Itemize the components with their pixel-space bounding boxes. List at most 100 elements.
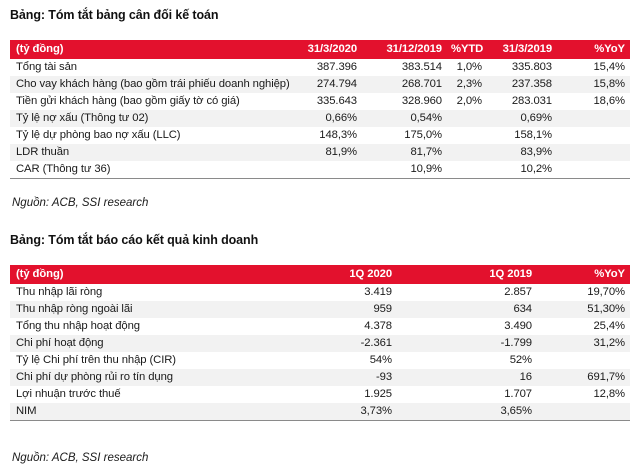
row-value: 81,7%	[362, 144, 447, 161]
row-label: Tỷ lệ nợ xấu (Thông tư 02)	[10, 110, 292, 127]
row-value	[447, 161, 487, 179]
row-value: 335.803	[511, 61, 552, 73]
row-value: 268.701	[362, 76, 447, 93]
column-header-ytd: %YTD	[447, 40, 487, 59]
row-value: 175,0%	[404, 129, 442, 141]
row-value: 148,3%	[319, 129, 357, 141]
row-value: 31,2%	[537, 335, 630, 352]
row-value: 2.857	[504, 286, 532, 298]
row-value: 2,0%	[456, 95, 482, 107]
row-value	[537, 352, 630, 369]
row-value: 158,1%	[514, 129, 552, 141]
table-row: Thu nhập lãi ròng 3.419 2.857 19,70%	[10, 284, 630, 301]
row-value: -2.361	[272, 335, 397, 352]
row-label: LDR thuần	[10, 144, 292, 161]
row-label: CAR (Thông tư 36)	[16, 163, 111, 175]
row-value: 237.358	[487, 76, 557, 93]
column-header-unit: (tỷ đồng)	[10, 40, 292, 59]
column-header-1q-2020: 1Q 2020	[272, 265, 397, 284]
table-row: Tỷ lệ Chi phí trên thu nhập (CIR) 54% 52…	[10, 352, 630, 369]
balance-sheet-table: (tỷ đồng) 31/3/2020 31/12/2019 %YTD 31/3…	[10, 40, 630, 179]
income-statement-header-row: (tỷ đồng) 1Q 2020 1Q 2019 %YoY	[10, 265, 630, 284]
row-value: 335.643	[316, 95, 357, 107]
table-row: Tiền gửi khách hàng (bao gồm giấy tờ có …	[10, 93, 630, 110]
row-value: 10,2%	[520, 163, 552, 175]
table-row: NIM 3,73% 3,65%	[10, 403, 630, 421]
row-value	[447, 127, 487, 144]
row-value: 328.960	[401, 95, 442, 107]
row-value: 19,70%	[587, 286, 625, 298]
row-value: 54%	[369, 354, 392, 366]
row-label: Lợi nhuận trước thuế	[16, 388, 121, 400]
row-value	[557, 144, 630, 161]
income-statement-source: Nguồn: ACB, SSI research	[12, 452, 149, 464]
balance-sheet-header-row: (tỷ đồng) 31/3/2020 31/12/2019 %YTD 31/3…	[10, 40, 630, 59]
row-label: Thu nhập ròng ngoài lãi	[10, 301, 272, 318]
column-header-yoy: %YoY	[537, 265, 630, 284]
table-row: Tỷ lệ dự phòng bao nợ xấu (LLC) 148,3% 1…	[10, 127, 630, 144]
row-value: 1.925	[364, 388, 392, 400]
row-value: -93	[272, 369, 397, 386]
row-value: 691,7%	[537, 369, 630, 386]
row-value: 15,8%	[557, 76, 630, 93]
row-label: Tổng tài sản	[16, 61, 77, 73]
row-label: Chi phí dự phòng rủi ro tín dụng	[10, 369, 272, 386]
row-value	[447, 144, 487, 161]
row-value: -1.799	[397, 335, 537, 352]
column-header-31-12-2019: 31/12/2019	[362, 40, 447, 59]
table-row: Chi phí dự phòng rủi ro tín dụng -93 16 …	[10, 369, 630, 386]
row-value: 1,0%	[456, 61, 482, 73]
row-label: Tỷ lệ dự phòng bao nợ xấu (LLC)	[16, 129, 181, 141]
row-value	[557, 161, 630, 179]
row-value: 25,4%	[593, 320, 625, 332]
row-value: 387.396	[316, 61, 357, 73]
row-value: 274.794	[292, 76, 362, 93]
row-value: 51,30%	[537, 301, 630, 318]
column-header-31-3-2020: 31/3/2020	[292, 40, 362, 59]
table-row: CAR (Thông tư 36) 10,9% 10,2%	[10, 161, 630, 179]
income-statement-table: (tỷ đồng) 1Q 2020 1Q 2019 %YoY Thu nhập …	[10, 265, 630, 421]
row-value: 3,73%	[272, 403, 397, 421]
row-value	[447, 110, 487, 127]
row-value	[537, 403, 630, 421]
table-row: LDR thuần 81,9% 81,7% 83,9%	[10, 144, 630, 161]
row-value: 16	[397, 369, 537, 386]
row-value: 10,9%	[410, 163, 442, 175]
column-header-unit: (tỷ đồng)	[10, 265, 272, 284]
row-value: 3.490	[504, 320, 532, 332]
balance-sheet-body: Tổng tài sản 387.396 383.514 1,0% 335.80…	[10, 59, 630, 179]
balance-sheet-source: Nguồn: ACB, SSI research	[12, 197, 149, 209]
row-value: 0,69%	[487, 110, 557, 127]
row-value: 383.514	[401, 61, 442, 73]
row-value	[292, 161, 362, 179]
row-label: Chi phí hoạt động	[10, 335, 272, 352]
column-header-1q-2019: 1Q 2019	[397, 265, 537, 284]
table-row: Chi phí hoạt động -2.361 -1.799 31,2%	[10, 335, 630, 352]
column-header-yoy: %YoY	[557, 40, 630, 59]
row-label: Tổng thu nhập hoạt động	[16, 320, 140, 332]
table-row: Lợi nhuận trước thuế 1.925 1.707 12,8%	[10, 386, 630, 403]
row-value: 15,4%	[593, 61, 625, 73]
table-row: Tổng thu nhập hoạt động 4.378 3.490 25,4…	[10, 318, 630, 335]
row-value: 2,3%	[447, 76, 487, 93]
table-row: Tổng tài sản 387.396 383.514 1,0% 335.80…	[10, 59, 630, 76]
row-value	[557, 127, 630, 144]
row-value: 81,9%	[292, 144, 362, 161]
row-value: 4.378	[364, 320, 392, 332]
row-label: Thu nhập lãi ròng	[16, 286, 103, 298]
column-header-31-3-2019: 31/3/2019	[487, 40, 557, 59]
row-value: 1.707	[504, 388, 532, 400]
row-value: 283.031	[511, 95, 552, 107]
table-row: Thu nhập ròng ngoài lãi 959 634 51,30%	[10, 301, 630, 318]
row-label: Tỷ lệ Chi phí trên thu nhập (CIR)	[16, 354, 176, 366]
table-row: Tỷ lệ nợ xấu (Thông tư 02) 0,66% 0,54% 0…	[10, 110, 630, 127]
row-value: 3,65%	[397, 403, 537, 421]
income-statement-title: Bảng: Tóm tắt báo cáo kết quả kinh doanh	[10, 233, 259, 247]
row-value: 52%	[509, 354, 532, 366]
row-value: 83,9%	[487, 144, 557, 161]
row-value: 959	[272, 301, 397, 318]
row-value	[557, 110, 630, 127]
row-value: 3.419	[364, 286, 392, 298]
table-row: Cho vay khách hàng (bao gồm trái phiếu d…	[10, 76, 630, 93]
